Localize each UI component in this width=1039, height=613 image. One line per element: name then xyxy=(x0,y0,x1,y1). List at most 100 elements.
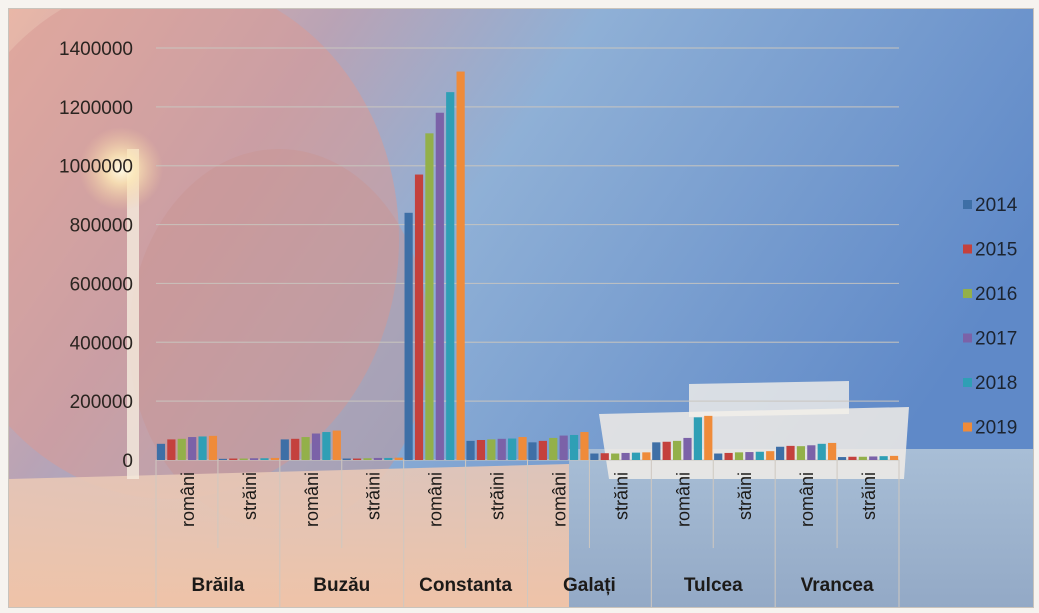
group-label: Buzău xyxy=(313,575,370,596)
y-tick-label: 400000 xyxy=(70,333,133,354)
bar-2019 xyxy=(828,442,837,460)
y-axis-ticks: 0 200000 400000 600000 800000 1000000 1200000 1… xyxy=(59,39,133,472)
background-photo xyxy=(9,9,1033,607)
bar-2017 xyxy=(188,437,197,460)
bar-2018 xyxy=(755,451,764,460)
subcategory-label: români xyxy=(797,472,817,527)
subcategory-label: români xyxy=(673,472,693,527)
bar-2016 xyxy=(734,452,744,460)
legend-swatch xyxy=(963,200,972,209)
bar-2018 xyxy=(569,434,579,460)
bar-2019 xyxy=(270,457,279,460)
bar-2015 xyxy=(848,456,857,460)
group-label: Vrancea xyxy=(801,575,874,596)
bar-2017 xyxy=(497,438,506,460)
bar-2019 xyxy=(456,71,465,461)
legend-label: 2015 xyxy=(975,240,1017,261)
subcategory-label: străini xyxy=(611,472,631,520)
chart-frame: 0 200000 400000 600000 800000 1000000 1200000 1… xyxy=(8,8,1034,608)
legend-swatch xyxy=(963,244,972,254)
bar-2019 xyxy=(766,451,775,460)
bar-2018 xyxy=(879,456,888,460)
bar-2018 xyxy=(322,432,331,460)
bar-2019 xyxy=(642,452,651,460)
group-label: Galați xyxy=(563,575,616,596)
y-tick-label: 1000000 xyxy=(59,157,133,178)
bar-2019 xyxy=(518,437,527,460)
bar-2017 xyxy=(745,452,754,460)
bar-2014 xyxy=(776,446,785,460)
bar-2014 xyxy=(156,443,166,460)
subcategory-label: români xyxy=(426,472,446,527)
bar-2015 xyxy=(414,174,424,461)
subcategory-label: români xyxy=(178,472,198,527)
bar-2019 xyxy=(394,457,403,460)
legend: 2014 2015 2016 2017 2018 2019 xyxy=(963,195,1018,439)
bar-2014 xyxy=(466,440,475,460)
bar-chart: 0 200000 400000 600000 800000 1000000 1200000 1… xyxy=(59,39,1018,607)
bar-2015 xyxy=(538,440,547,460)
bar-2017 xyxy=(559,435,568,460)
y-tick-label: 0 xyxy=(122,451,133,472)
bar-2015 xyxy=(662,441,671,460)
bar-2014 xyxy=(342,458,351,460)
bar-2015 xyxy=(786,445,795,460)
bar-2019 xyxy=(580,432,589,460)
bar-2016 xyxy=(796,446,806,460)
bar-2017 xyxy=(621,452,630,460)
bar-2015 xyxy=(600,453,609,460)
bar-2018 xyxy=(508,438,517,460)
bar-2016 xyxy=(363,458,372,460)
bar-2019 xyxy=(704,415,713,460)
bar-2016 xyxy=(301,437,310,460)
bar-2018 xyxy=(693,417,702,460)
subcategory-label: străini xyxy=(488,472,508,520)
legend-label: 2014 xyxy=(975,195,1018,216)
bar-2017 xyxy=(435,112,444,460)
bar-2017 xyxy=(373,457,383,460)
bar-2018 xyxy=(384,457,393,460)
legend-swatch xyxy=(963,378,972,387)
y-tick-label: 800000 xyxy=(70,216,133,237)
group-label: Brăila xyxy=(192,575,245,596)
bar-2016 xyxy=(487,439,496,460)
y-tick-label: 600000 xyxy=(70,274,133,295)
bar-2019 xyxy=(889,455,899,460)
bar-2014 xyxy=(652,442,661,460)
bar-2015 xyxy=(167,439,176,460)
subcategory-label: români xyxy=(302,472,322,527)
category-separators xyxy=(155,460,900,607)
bar-2016 xyxy=(177,438,186,460)
legend-label: 2019 xyxy=(975,418,1017,439)
bar-2014 xyxy=(528,442,537,460)
subcategory-label: străini xyxy=(364,472,384,520)
legend-label: 2016 xyxy=(975,284,1017,305)
bar-2014 xyxy=(714,453,723,460)
bar-2017 xyxy=(249,458,259,460)
subcategory-label: români xyxy=(549,472,569,527)
bar-2014 xyxy=(837,457,847,460)
bar-2016 xyxy=(858,456,867,460)
bar-2018 xyxy=(446,92,455,461)
bar-2014 xyxy=(218,458,227,460)
legend-swatch xyxy=(963,333,972,343)
bar-2018 xyxy=(198,436,207,460)
bar-2017 xyxy=(683,437,692,460)
group-label: Constanta xyxy=(419,575,512,596)
subcategory-label: străini xyxy=(735,472,755,520)
legend-label: 2017 xyxy=(975,329,1017,350)
bar-2016 xyxy=(549,437,558,460)
bar-2015 xyxy=(476,439,486,460)
bar-2015 xyxy=(724,452,733,460)
legend-label: 2018 xyxy=(975,373,1017,394)
bar-2016 xyxy=(611,453,620,460)
bar-2018 xyxy=(260,458,269,460)
y-tick-label: 200000 xyxy=(70,392,133,413)
x-axis-categories: români străini români străini români străini r… xyxy=(178,472,879,596)
bar-2017 xyxy=(869,456,878,460)
bar-2015 xyxy=(229,458,238,460)
bars xyxy=(156,71,899,461)
bar-2015 xyxy=(291,438,300,460)
subcategory-label: străini xyxy=(240,472,260,520)
bar-2018 xyxy=(817,443,826,460)
